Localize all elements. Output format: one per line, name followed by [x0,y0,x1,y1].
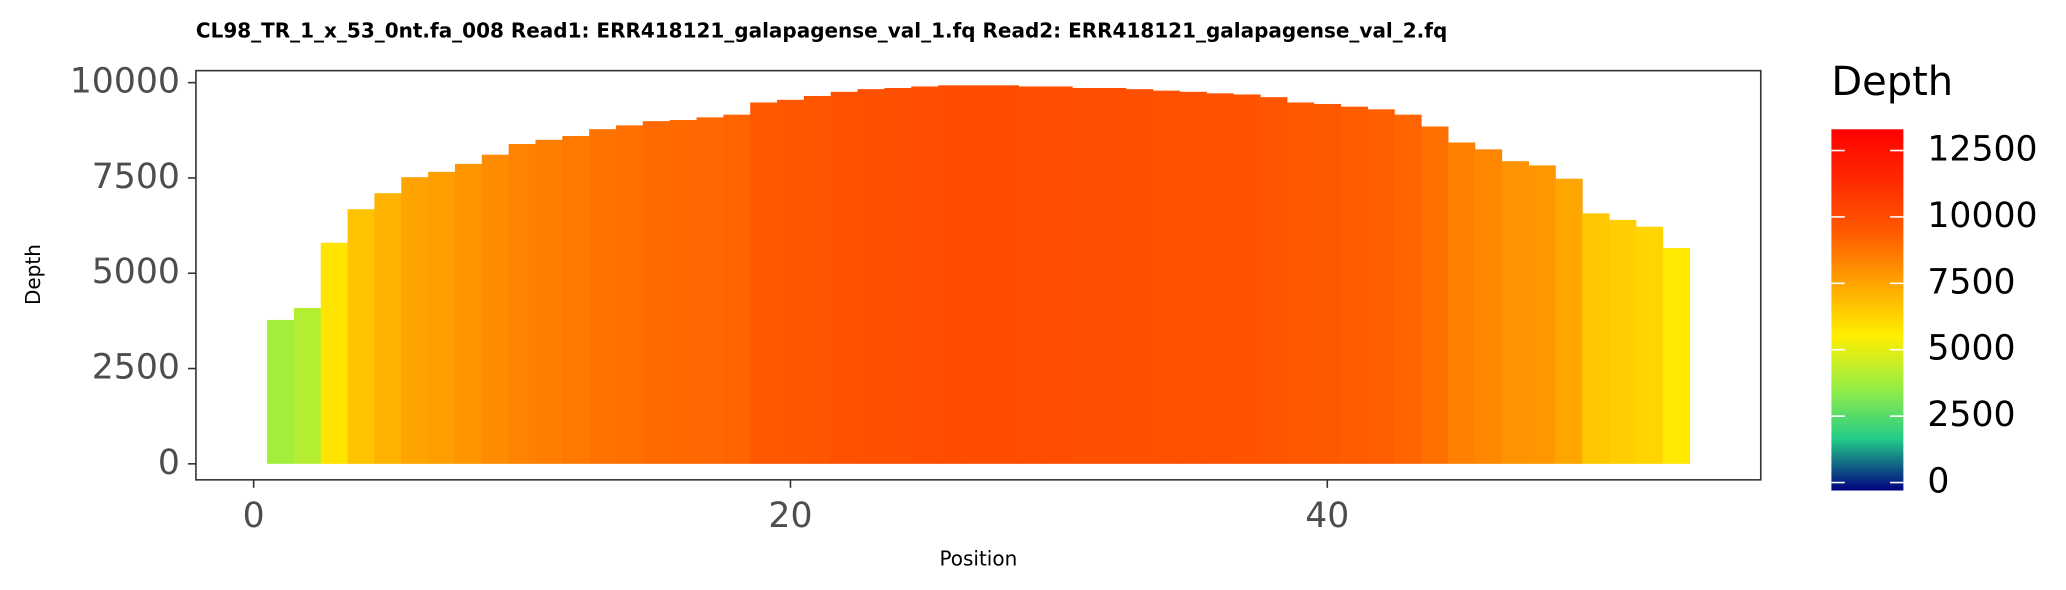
bar [723,114,751,464]
bar [803,95,832,464]
bar [508,144,536,464]
bar [911,86,939,464]
bar [1045,86,1073,464]
bar [562,136,590,464]
colorbar-label: 2500 [1927,395,2015,435]
bar [454,163,483,464]
bar [857,89,885,464]
bar [777,99,805,464]
bar [1394,114,1422,464]
bar [938,85,966,464]
bar [1340,106,1368,464]
bar [750,102,778,464]
bar [1313,103,1342,464]
bar [1448,142,1476,464]
chart-title: CL98_TR_1_x_53_0nt.fa_008 Read1: ERR4181… [196,18,1447,42]
bar [535,139,563,464]
y-tick-label: 7500 [92,157,180,197]
bar [1287,102,1315,464]
bar [293,307,322,464]
y-tick-label: 5000 [92,252,180,292]
bar [428,171,456,464]
bar [1233,94,1261,464]
bar [267,319,295,464]
bar [1072,87,1100,464]
y-tick-label: 10000 [70,62,180,102]
bar [1555,178,1583,464]
bar [1609,219,1637,464]
bar [481,154,510,464]
x-axis-label: Position [939,546,1017,570]
y-tick-label: 2500 [92,348,180,388]
bar [696,117,724,464]
x-tick-label: 40 [1305,496,1349,536]
y-axis-label: Depth [21,244,45,305]
bar [1125,89,1154,464]
bar [964,85,993,464]
colorbar-label: 12500 [1927,130,2037,170]
bar [1635,226,1664,464]
legend-title: Depth [1831,59,1953,105]
bar [1099,87,1127,464]
bar [1152,90,1181,464]
plot: CL98_TR_1_x_53_0nt.fa_008 Read1: ERR4181… [21,18,2037,570]
bar [1018,86,1046,464]
bar [1206,93,1234,464]
colorbar-label: 10000 [1927,196,2037,236]
panel-border [195,69,1762,481]
colorbar-label: 0 [1927,462,1949,502]
colorbar-label: 7500 [1927,262,2015,302]
bar [991,85,1020,464]
bar [1501,161,1529,464]
bar [884,87,912,464]
bar [642,121,671,464]
bar [1474,149,1503,464]
bar [374,193,402,464]
bar [320,242,348,464]
bar [401,177,429,464]
bar [830,91,858,464]
bar [347,209,375,464]
y-tick-label: 0 [158,443,180,483]
bar [1421,126,1449,464]
bar [1662,248,1691,464]
x-tick-label: 0 [243,496,265,536]
bar [1528,165,1556,464]
bar [1260,97,1288,464]
bar [669,120,697,464]
bar [615,125,644,464]
colorbar [1831,129,1904,491]
bar [1367,109,1395,464]
colorbar-label: 5000 [1927,329,2015,369]
bar [1582,213,1610,464]
bar [1179,91,1207,464]
bar [589,129,617,464]
x-tick-label: 20 [768,496,812,536]
